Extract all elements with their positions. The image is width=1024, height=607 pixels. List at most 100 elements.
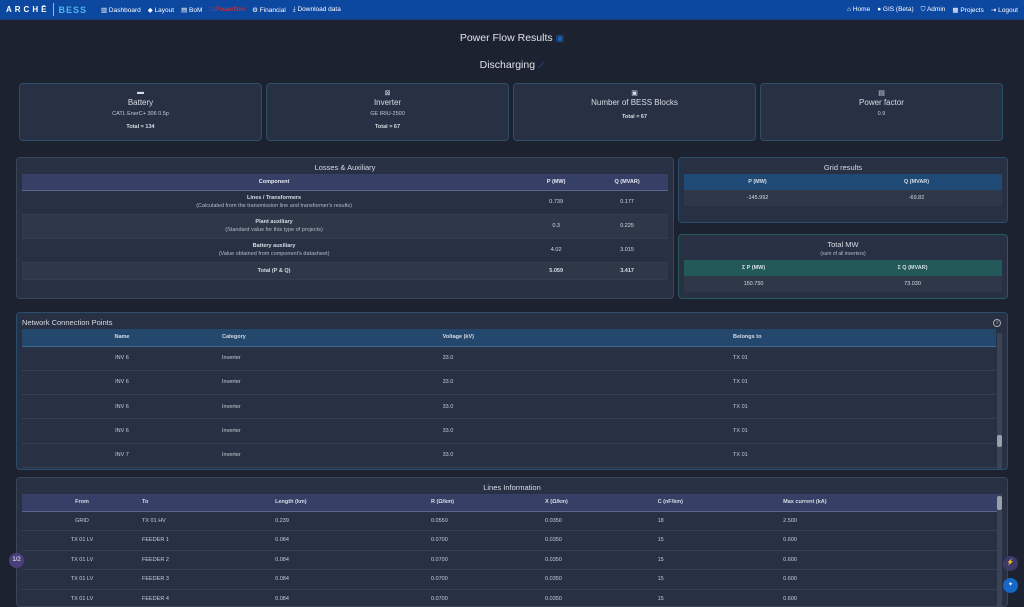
grid-q-value: -69.82 (830, 190, 1002, 206)
logo[interactable]: ARCHĒ BESS (6, 3, 87, 16)
column-header: Name (22, 329, 222, 347)
table-cell: TX 01 (733, 346, 996, 371)
summary-card: ▤ Power factor 0.9 (760, 83, 1003, 141)
card-total: Total = 67 (621, 114, 648, 120)
nav-link-powerflow[interactable]: □ Powerflow (209, 6, 245, 14)
component-cell: Battery auxiliary (Value obtained from co… (22, 238, 527, 263)
page-toggle-button[interactable]: 1/2 (9, 553, 24, 568)
table-cell: 0.084 (275, 530, 431, 551)
table-cell: 33.0 (442, 418, 734, 444)
table-cell: 0.600 (783, 530, 998, 551)
nav-link-admin[interactable]: ⛉ Admin (921, 6, 946, 14)
table-row[interactable]: INV 6 Inverter 33.0 TX 01 (22, 370, 996, 396)
powerflow-icon: □ (209, 5, 216, 13)
component-note: (Value obtained from component's datashe… (218, 251, 330, 257)
component-name: Battery auxiliary (252, 243, 296, 249)
table-cell: 33.0 (442, 346, 734, 371)
q-value: 3.015 (586, 238, 668, 263)
column-header: Component (22, 174, 527, 191)
panel-subtitle: (sum of all inverters) (820, 251, 866, 257)
lines-information-panel: Lines Information From To Length (km) R (Ω/… (16, 477, 1008, 607)
scrollbar[interactable] (997, 494, 1002, 606)
scrollbar-thumb[interactable] (997, 435, 1002, 447)
nav-link-home[interactable]: ⌂ Home (847, 6, 870, 14)
calculator-icon: ▤ (878, 90, 885, 97)
table-row[interactable]: TX 01 LV FEEDER 2 0.084 0.0700 0.0350 15 0.600 (22, 550, 998, 570)
nav-link-layout[interactable]: ◆ Layout (148, 6, 174, 14)
total-mw-table: Σ P (MW) Σ Q (MVAR) 150.750 73.030 (684, 260, 1002, 292)
scrollbar-thumb[interactable] (997, 496, 1002, 510)
table-row[interactable]: TX 01 LV FEEDER 1 0.084 0.0700 0.0350 15 0.600 (22, 530, 998, 551)
table-cell: 0.600 (783, 569, 998, 590)
lines-table: From To Length (km) R (Ω/km) X (Ω/km) C (nF/k… (22, 494, 998, 606)
scrollbar[interactable] (997, 333, 1002, 469)
table-cell: 0.084 (275, 569, 431, 590)
p-value: 0.739 (526, 190, 587, 215)
table-cell: 33.0 (442, 370, 734, 396)
column-header: Q (MVAR) (830, 174, 1002, 190)
column-header: To (142, 494, 276, 512)
table-cell: INV 7 (22, 467, 222, 469)
column-header: R (Ω/km) (430, 494, 546, 512)
nav-link-bom[interactable]: ▤ BoM (181, 6, 202, 14)
nav-link-label: Powerflow (215, 5, 246, 13)
table-cell: Inverter (222, 443, 443, 468)
column-header: C (nF/km) (657, 494, 784, 512)
total-row: Total (P & Q) 5.059 3.417 (22, 261, 668, 280)
page-indicator: 1/2 (12, 557, 21, 563)
mode-title: Discharging ⟋ (0, 59, 1024, 71)
table-row[interactable]: GRID TX 01 HV 0.239 0.0550 0.0350 18 2.500 (22, 511, 998, 531)
table-cell: TX 01 LV (22, 530, 142, 551)
table-row[interactable]: INV 6 Inverter 33.0 TX 01 (22, 346, 996, 371)
nav-link-projects[interactable]: ▦ Projects (952, 6, 983, 14)
table-cell: 2.500 (783, 511, 998, 531)
card-title: Inverter (373, 98, 402, 107)
nav-link-logout[interactable]: ⇥ Logout (991, 6, 1018, 14)
p-value: 0.3 (526, 214, 587, 239)
table-cell: FEEDER 3 (142, 569, 276, 590)
nav-link-label: GIS (Beta) (882, 5, 914, 13)
table-cell: 33.0 (442, 467, 734, 469)
total-mw-panel: Total MW (sum of all inverters) Σ P (MW)… (678, 234, 1008, 299)
table-row[interactable]: TX 01 LV FEEDER 3 0.084 0.0700 0.0350 15 0.600 (22, 569, 998, 590)
table-cell: Inverter (222, 467, 443, 469)
table-cell: FEEDER 1 (142, 530, 276, 551)
table-cell: 15 (657, 550, 784, 570)
table-cell: Inverter (222, 370, 443, 396)
quick-action-button[interactable]: ⚡ (1003, 556, 1018, 571)
table-cell: Inverter (222, 418, 443, 444)
chart-icon[interactable]: ⟋ (538, 60, 545, 70)
table-cell: TX 01 (733, 394, 996, 420)
q-value: 0.177 (586, 190, 668, 215)
nav-link-label: Layout (154, 6, 175, 14)
clipboard-icon[interactable]: ▣ (555, 33, 565, 43)
table-cell: 15 (657, 569, 784, 590)
nav-link-gis-beta-[interactable]: ● GIS (Beta) (877, 6, 913, 14)
table-cell: 33.0 (442, 443, 734, 468)
table-cell: 0.0550 (430, 511, 546, 531)
table-row[interactable]: TX 01 LV FEEDER 4 0.084 0.0700 0.0350 15 0.600 (22, 589, 998, 606)
card-subtitle: 0.9 (877, 111, 886, 117)
nav-left: ▥ Dashboard ◆ Layout ▤ BoM □ Powerflow ⚙ Fin… (101, 6, 348, 14)
table-cell: INV 6 (22, 346, 222, 371)
map-pin-icon: ● (877, 5, 883, 13)
info-icon[interactable]: i (993, 319, 1001, 327)
nav-link-label: Download data (297, 5, 341, 13)
nav-link-financial[interactable]: ⚙ Financial (252, 6, 286, 14)
grid-results-panel: Grid results P (MW) Q (MVAR) -145.992 -69.… (678, 157, 1008, 223)
nav-link-label: Projects (960, 6, 984, 14)
table-row[interactable]: INV 6 Inverter 33.0 TX 01 (22, 418, 996, 444)
table-cell: 0.0350 (545, 511, 658, 531)
nav-link-dashboard[interactable]: ▥ Dashboard (101, 6, 141, 14)
assistant-button[interactable]: ✦ (1003, 578, 1018, 593)
table-cell: 18 (657, 511, 784, 531)
table-cell: TX 01 (733, 443, 996, 468)
table-row[interactable]: INV 6 Inverter 33.0 TX 01 (22, 394, 996, 420)
nav-link-label: BoM (189, 6, 203, 14)
losses-table: Component P (MW) Q (MVAR) Lines / Transf… (22, 174, 668, 280)
nav-link-download-data[interactable]: ⤓ Download data (293, 6, 341, 14)
table-row: Plant auxiliary (Standard value for this … (22, 214, 668, 239)
table-cell: TX 01 (733, 467, 996, 469)
